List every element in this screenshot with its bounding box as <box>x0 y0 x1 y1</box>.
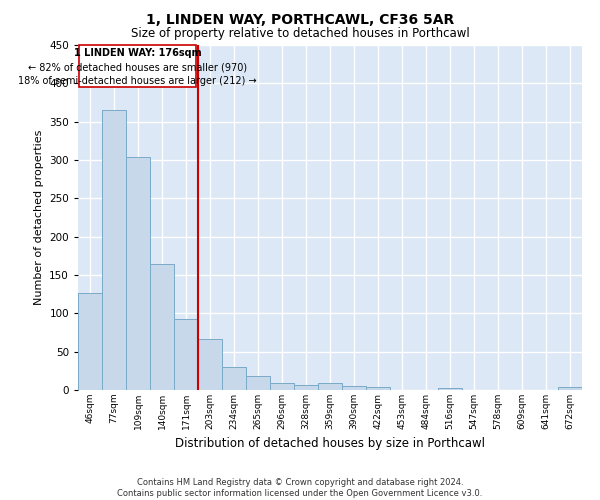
Bar <box>246 376 270 390</box>
Y-axis label: Number of detached properties: Number of detached properties <box>34 130 44 305</box>
Text: Size of property relative to detached houses in Porthcawl: Size of property relative to detached ho… <box>131 28 469 40</box>
Text: 1 LINDEN WAY: 176sqm: 1 LINDEN WAY: 176sqm <box>74 48 202 58</box>
Bar <box>558 387 582 390</box>
Text: 1, LINDEN WAY, PORTHCAWL, CF36 5AR: 1, LINDEN WAY, PORTHCAWL, CF36 5AR <box>146 12 454 26</box>
Text: ← 82% of detached houses are smaller (970): ← 82% of detached houses are smaller (97… <box>28 62 247 72</box>
X-axis label: Distribution of detached houses by size in Porthcawl: Distribution of detached houses by size … <box>175 438 485 450</box>
Bar <box>366 387 390 390</box>
Bar <box>342 386 366 390</box>
Bar <box>318 383 342 390</box>
Bar <box>126 157 150 390</box>
Bar <box>222 367 246 390</box>
Bar <box>174 318 198 390</box>
Bar <box>270 383 294 390</box>
Bar <box>198 338 222 390</box>
Bar <box>150 264 174 390</box>
Text: 18% of semi-detached houses are larger (212) →: 18% of semi-detached houses are larger (… <box>19 76 257 86</box>
Text: Contains HM Land Registry data © Crown copyright and database right 2024.
Contai: Contains HM Land Registry data © Crown c… <box>118 478 482 498</box>
Bar <box>102 110 126 390</box>
Bar <box>78 292 102 390</box>
Bar <box>438 388 462 390</box>
FancyBboxPatch shape <box>79 45 196 87</box>
Bar <box>294 384 318 390</box>
